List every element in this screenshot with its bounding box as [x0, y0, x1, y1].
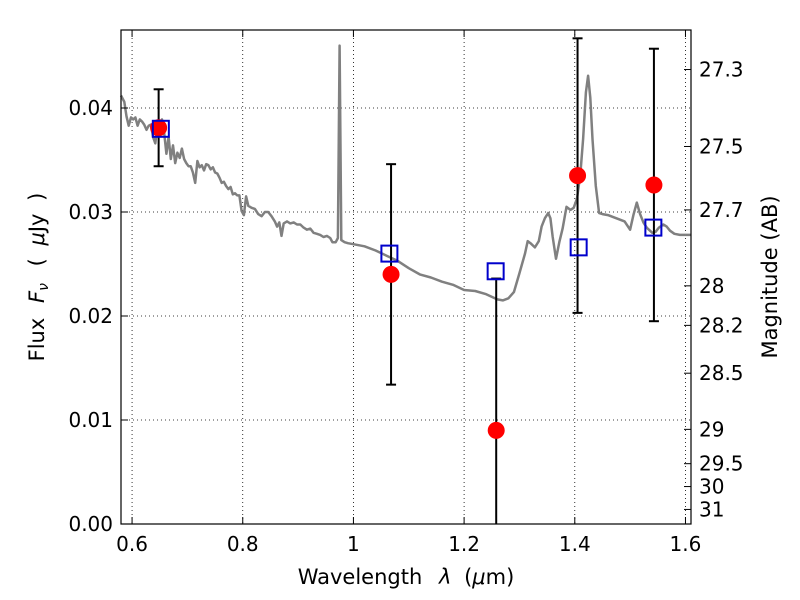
y-axis-label-unit: Jy [25, 214, 49, 235]
data-point-circle [382, 265, 400, 283]
x-tick-label: 1.2 [448, 532, 480, 556]
x-tick-label: 1.4 [559, 532, 591, 556]
right-tick-label: 30 [699, 475, 724, 499]
data-point-circle [150, 119, 168, 137]
y-tick-label: 0.00 [68, 512, 113, 536]
right-tick-label: 29.5 [699, 452, 744, 476]
right-tick-label: 27.3 [699, 58, 744, 82]
y-axis-label: Flux Fν ( μJy ) [25, 193, 53, 362]
y-axis-label-paren-close: ) [25, 193, 49, 201]
data-point-circle [645, 176, 663, 194]
x-axis-label-symbol: λ [438, 565, 451, 589]
y-axis-label-paren-open: ( [25, 258, 49, 266]
marker-layer [150, 119, 663, 439]
y-tick-label: 0.04 [68, 96, 113, 120]
x-axis-label-mu: μ [471, 565, 485, 589]
right-tick-label: 27.5 [699, 134, 744, 158]
spectrum-line [119, 44, 691, 302]
data-point-square [486, 262, 505, 281]
x-tick-label: 1 [347, 532, 360, 556]
y-axis-label-mu: μ [25, 232, 49, 246]
right-tick-label: 27.7 [699, 198, 744, 222]
x-tick-label: 0.6 [116, 532, 148, 556]
x-axis-label: Wavelength λ (μm) [298, 565, 515, 589]
y-tick-label: 0.03 [68, 200, 113, 224]
right-tick-label: 28 [699, 274, 724, 298]
x-axis-label-word: Wavelength [298, 565, 423, 589]
data-point-circle [569, 167, 587, 185]
y-tick-label: 0.02 [68, 304, 113, 328]
y-axis-label-subscript: ν [36, 283, 52, 291]
data-point-square [380, 244, 399, 263]
x-axis-label-unit: m) [486, 565, 515, 589]
right-tick-label: 29 [699, 417, 724, 441]
plot-frame [120, 29, 692, 525]
right-tick-label: 31 [699, 497, 724, 521]
right-axis-label: Magnitude (AB) [758, 195, 782, 358]
data-point-circle [487, 421, 505, 439]
y-tick-label: 0.01 [68, 408, 113, 432]
x-axis-label-paren: ( [464, 565, 472, 589]
grid [121, 30, 691, 525]
spectrum-curve-layer [119, 44, 691, 302]
right-tick-label: 28.5 [699, 361, 744, 385]
data-point-square [644, 218, 663, 237]
right-tick-label: 28.2 [699, 313, 744, 337]
y-axis-label-word: Flux [25, 318, 49, 362]
tick-layer: 0.6 0.8 1 1.2 1.4 1.6 0.00 0.01 0.02 0.03 0.04 27.3… [68, 30, 744, 556]
y-axis-label-symbol: F [25, 290, 49, 303]
x-tick-label: 0.8 [227, 532, 259, 556]
data-point-square [151, 119, 170, 138]
x-tick-label: 1.6 [670, 532, 702, 556]
data-point-square [569, 238, 588, 257]
error-bar-layer [153, 37, 659, 524]
